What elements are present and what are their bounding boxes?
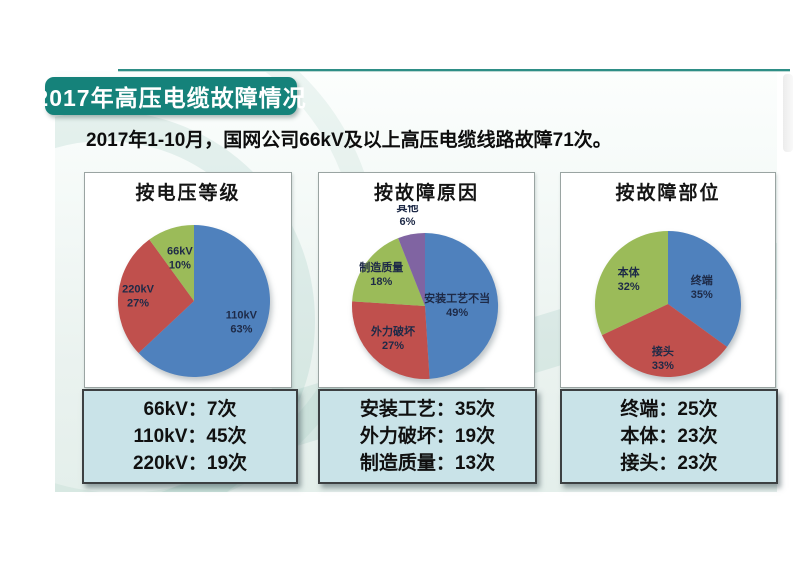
pie-slice — [425, 232, 499, 379]
chart-title: 按电压等级 — [135, 183, 241, 204]
pie-chart-fault-cause: 安装工艺不当 49% 外力破坏 27% 制造质量 18% 其他 6% — [351, 205, 499, 380]
pie-chart-fault-location: 终端 35% 接头 33% 本体 32% — [595, 231, 742, 377]
summary-box-fault-cause: 安装工艺：35次 外力破坏：19次 制造质量：13次 — [318, 389, 537, 484]
pie-slice-label: 安装工艺不当 49% — [424, 291, 490, 319]
pie-slice — [351, 301, 430, 380]
pie-slice — [601, 304, 728, 377]
pie-slice-label: 66kV 10% — [167, 246, 193, 272]
pie-slice — [398, 233, 425, 306]
chart-title: 按故障部位 — [615, 183, 721, 204]
pie-slice-label: 制造质量 18% — [359, 260, 403, 288]
chart-panel-fault-location: 按故障部位 终端 35% 接头 33% 本体 32% — [560, 172, 776, 388]
pie-chart-voltage-level: 110kV 63% 220kV 27% 66kV 10% — [117, 225, 270, 377]
chart-title: 按故障原因 — [373, 183, 479, 204]
summary-box-fault-location: 终端：25次 本体：23次 接头：23次 — [560, 389, 778, 484]
summary-line: 110kV：45次 — [133, 426, 247, 447]
summary-line: 220kV：19次 — [132, 453, 248, 474]
pie-slice — [138, 225, 270, 377]
summary-line: 安装工艺：35次 — [359, 399, 496, 420]
chart-panel-fault-cause: 按故障原因 安装工艺不当 49% 外力破坏 27% 制造质量 18% 其他 6% — [318, 172, 535, 388]
pie-slice-label: 220kV 27% — [122, 284, 154, 310]
pie-slice — [149, 225, 194, 301]
right-edge-strip — [783, 74, 793, 152]
pie-slice — [668, 231, 742, 347]
pie-slice — [117, 239, 194, 354]
slide-title-banner: 2017年高压电缆故障情况 — [35, 77, 306, 115]
pie-slice-label: 本体 32% — [618, 265, 641, 293]
summary-line: 66kV：7次 — [143, 399, 237, 420]
top-divider-line — [118, 69, 790, 72]
summary-line: 制造质量：13次 — [359, 453, 496, 474]
chart-panel-voltage-level: 按电压等级 110kV 63% 220kV 27% 66kV 10% — [84, 172, 292, 388]
summary-line: 本体：23次 — [620, 426, 718, 447]
slide-subtitle: 2017年1-10月，国网公司66kV及以上高压电缆线路故障71次。 — [86, 130, 612, 151]
pie-slice-label: 接头 33% — [652, 344, 674, 372]
pie-slice-label: 110kV 63% — [226, 310, 258, 336]
summary-box-voltage-level: 66kV：7次 110kV：45次 220kV：19次 — [82, 389, 298, 484]
pie-slice — [352, 238, 425, 306]
pie-slice-label: 终端 35% — [691, 273, 713, 301]
pie-slice-label: 外力破坏 27% — [370, 324, 415, 352]
pie-slice — [595, 231, 668, 336]
summary-line: 接头：23次 — [620, 453, 718, 474]
summary-line: 终端：25次 — [620, 399, 718, 420]
pie-slice-label: 其他 6% — [397, 205, 419, 228]
summary-line: 外力破坏：19次 — [359, 426, 496, 447]
slide-title: 2017年高压电缆故障情况 — [35, 85, 307, 111]
